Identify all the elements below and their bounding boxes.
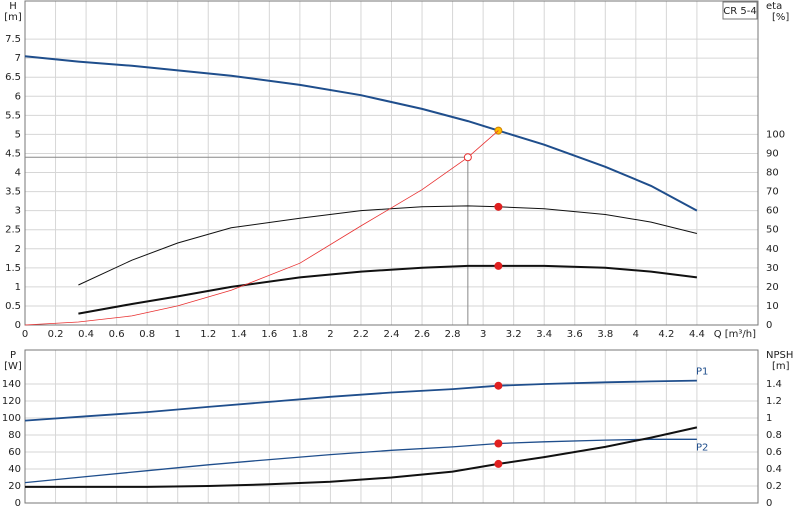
y-tick-label: 60 <box>8 447 21 458</box>
y2-axis-unit: [%] <box>772 12 789 23</box>
y2-tick-label: 0.8 <box>766 430 782 441</box>
y-tick-label: 2 <box>15 244 21 255</box>
y2-tick-label: 10 <box>766 301 779 312</box>
operating-point <box>494 202 503 211</box>
x-tick-label: 1.2 <box>200 329 216 340</box>
operating-point <box>494 381 503 390</box>
y-tick-label: 0.5 <box>5 301 21 312</box>
x-tick-label: 3.6 <box>567 329 583 340</box>
y-tick-label: 5.5 <box>5 110 21 121</box>
y-tick-label: 7.5 <box>5 34 21 45</box>
model-label: CR 5-4 <box>723 6 756 17</box>
x-tick-label: 2.4 <box>384 329 400 340</box>
y-tick-label: 1.5 <box>5 263 21 274</box>
y2-tick-label: 50 <box>766 225 779 236</box>
x-tick-label: 4 <box>633 329 639 340</box>
y-tick-label: 100 <box>2 413 21 424</box>
y-tick-label: 7 <box>15 53 21 64</box>
y-tick-label: 80 <box>8 430 21 441</box>
x-tick-label: 3.8 <box>597 329 613 340</box>
operating-point <box>494 261 503 270</box>
y-tick-label: 6 <box>15 91 21 102</box>
x-tick-label: 0.8 <box>139 329 155 340</box>
plot-frame <box>24 349 759 504</box>
x-tick-label: 1.6 <box>261 329 277 340</box>
x-tick-label: 0.4 <box>78 329 94 340</box>
y-tick-label: 3 <box>15 206 21 217</box>
y-tick-label: 6.5 <box>5 72 21 83</box>
y-tick-label: 20 <box>8 481 21 492</box>
y2-tick-label: 0.2 <box>766 481 782 492</box>
y2-axis-label: eta <box>766 1 782 12</box>
y-axis-unit: [W] <box>4 361 22 372</box>
x-tick-label: 3.4 <box>536 329 552 340</box>
operating-point <box>494 439 503 448</box>
y2-tick-label: 1.2 <box>766 396 782 407</box>
x-tick-label: 0 <box>22 329 28 340</box>
series-line <box>24 130 499 326</box>
y-tick-label: 1 <box>15 282 21 293</box>
y-tick-label: 0 <box>15 498 21 509</box>
x-axis-label: Q [m³/h] <box>714 329 756 340</box>
y-axis-label: P <box>10 350 16 361</box>
duty-point <box>463 153 472 162</box>
y2-tick-label: 0 <box>766 498 772 509</box>
y2-tick-label: 20 <box>766 282 779 293</box>
y-tick-label: 3.5 <box>5 187 21 198</box>
y2-axis-label: NPSH <box>766 350 793 361</box>
y2-tick-label: 1.4 <box>766 379 782 390</box>
y2-tick-label: 100 <box>766 129 785 140</box>
x-tick-label: 4.2 <box>658 329 674 340</box>
y-tick-label: 0 <box>15 320 21 331</box>
x-tick-label: 1.4 <box>231 329 247 340</box>
series-line <box>24 55 698 212</box>
series-line <box>78 205 698 286</box>
y-tick-label: 120 <box>2 396 21 407</box>
x-tick-label: 4.4 <box>689 329 705 340</box>
series-line <box>24 379 697 422</box>
y2-tick-label: 80 <box>766 168 779 179</box>
y-axis-unit: [m] <box>4 12 22 23</box>
series-label: P2 <box>696 442 708 453</box>
series-line <box>78 264 698 315</box>
y2-tick-label: 70 <box>766 187 779 198</box>
series-label: P1 <box>696 367 708 378</box>
y2-tick-label: 60 <box>766 206 779 217</box>
y2-tick-label: 0.4 <box>766 464 782 475</box>
x-tick-label: 2.2 <box>353 329 369 340</box>
y2-tick-label: 40 <box>766 244 779 255</box>
y-tick-label: 5 <box>15 129 21 140</box>
y2-tick-label: 30 <box>766 263 779 274</box>
x-tick-label: 2.6 <box>414 329 430 340</box>
plot-frame <box>24 0 759 326</box>
x-tick-label: 0.2 <box>48 329 64 340</box>
x-tick-label: 3 <box>480 329 486 340</box>
series-line <box>24 438 697 484</box>
y-tick-label: 2.5 <box>5 225 21 236</box>
y-axis-label: H <box>9 1 17 12</box>
y-tick-label: 140 <box>2 379 21 390</box>
operating-point <box>494 459 503 468</box>
x-tick-label: 2 <box>327 329 333 340</box>
series-line <box>25 426 698 488</box>
y-tick-label: 4 <box>15 168 21 179</box>
y2-tick-label: 0 <box>766 320 772 331</box>
x-tick-label: 1 <box>175 329 181 340</box>
y2-tick-label: 90 <box>766 148 779 159</box>
y-tick-label: 40 <box>8 464 21 475</box>
x-tick-label: 3.2 <box>506 329 522 340</box>
label-box <box>722 1 758 20</box>
y2-tick-label: 0.6 <box>766 447 782 458</box>
y-tick-label: 4.5 <box>5 148 21 159</box>
x-tick-label: 2.8 <box>445 329 461 340</box>
x-tick-label: 1.8 <box>292 329 308 340</box>
x-tick-label: 0.6 <box>109 329 125 340</box>
y2-tick-label: 1 <box>766 413 772 424</box>
y2-axis-unit: [m] <box>772 361 790 372</box>
